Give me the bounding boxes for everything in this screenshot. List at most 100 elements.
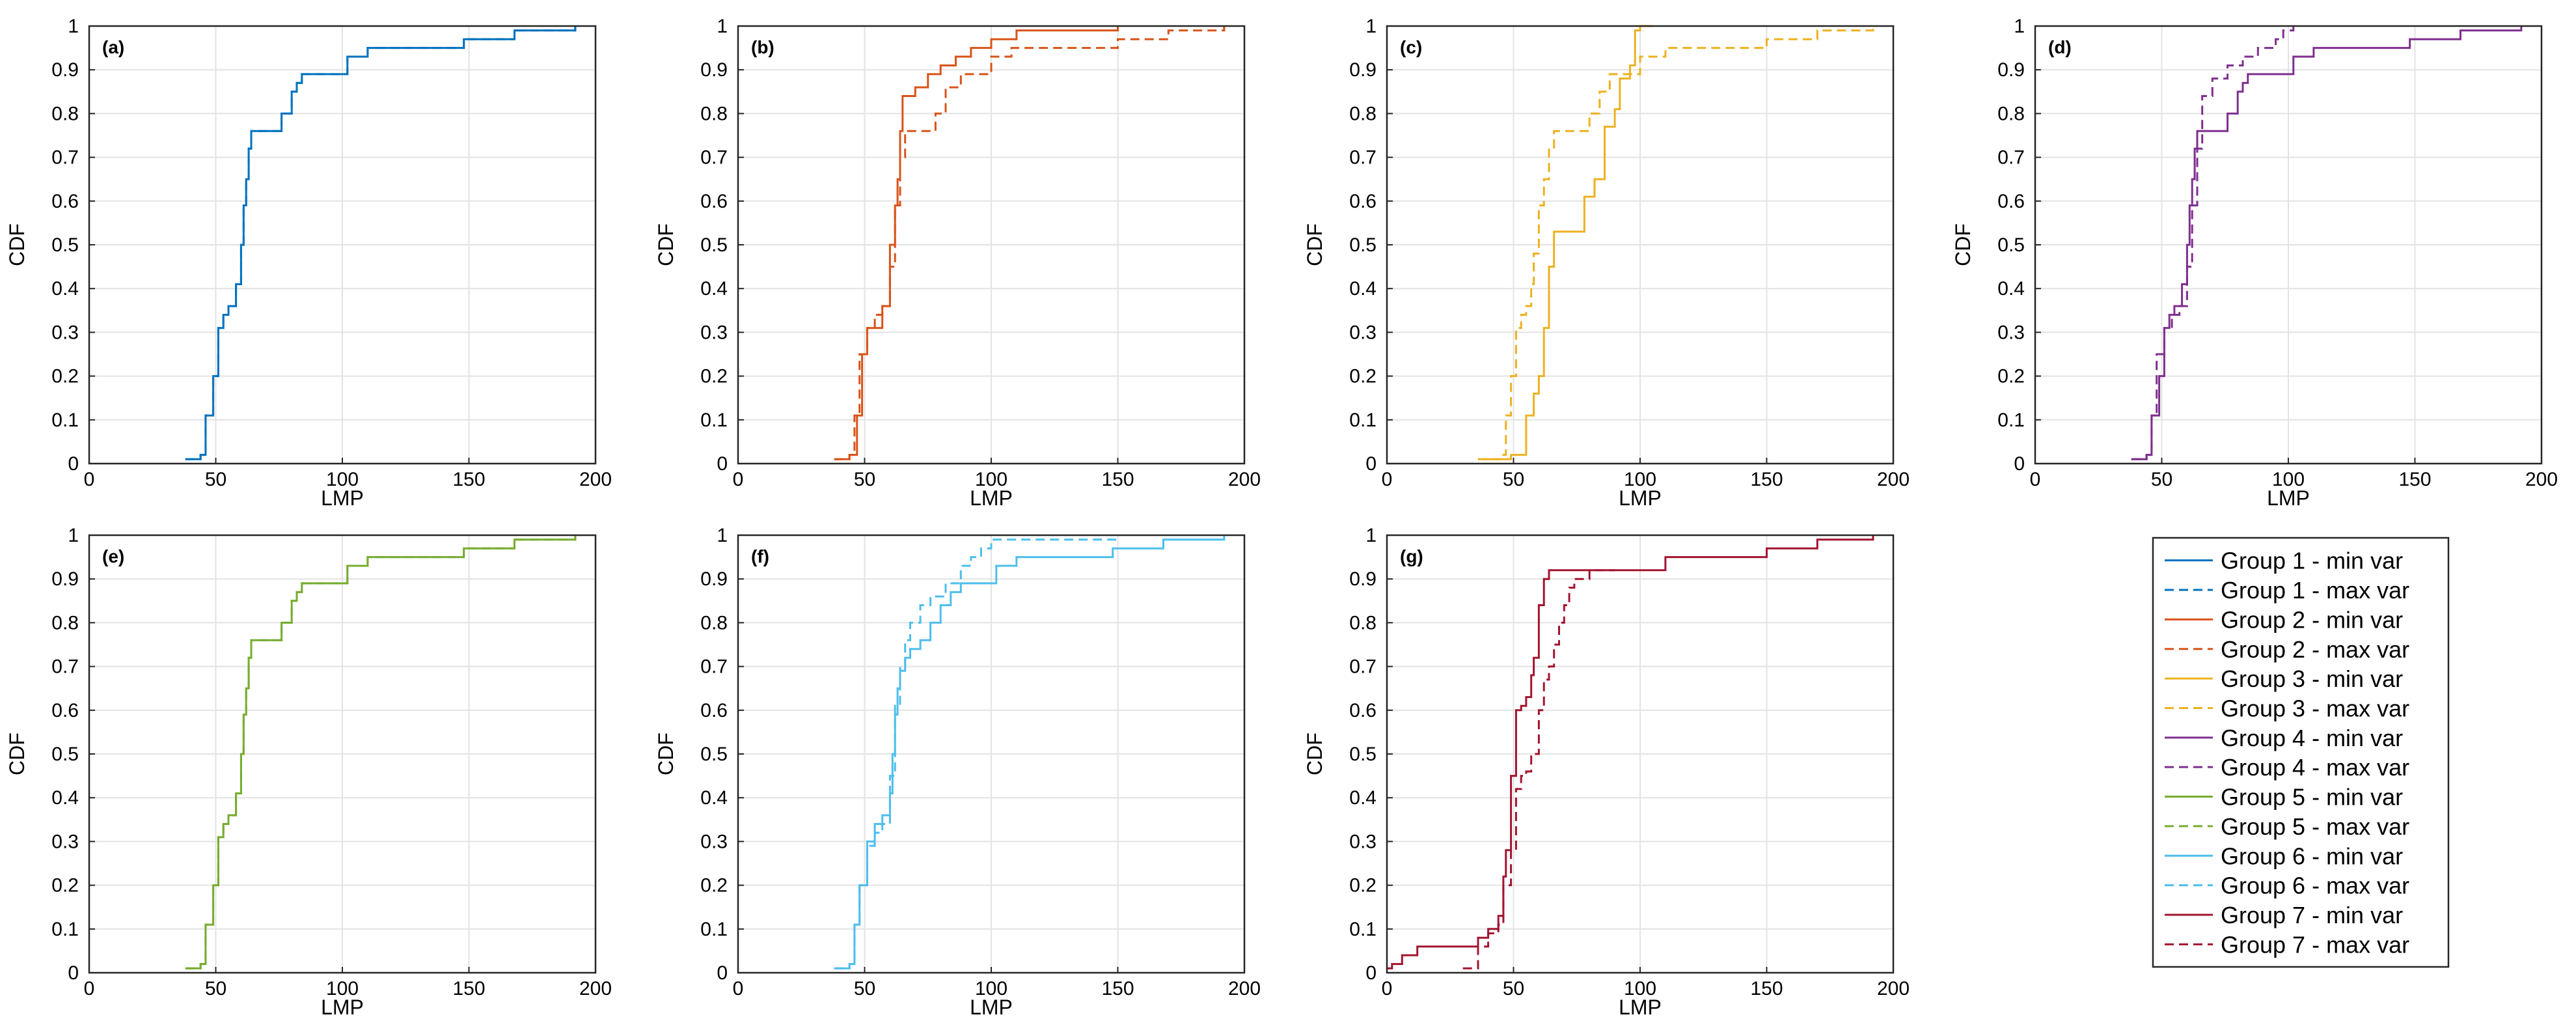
legend-label: Group 2 - max var bbox=[2221, 636, 2409, 663]
y-tick-label: 0.5 bbox=[700, 744, 728, 765]
x-axis-label: LMP bbox=[1619, 996, 1662, 1019]
series-line-group-5-max-var bbox=[185, 535, 577, 969]
y-tick-label: 0.9 bbox=[51, 568, 79, 590]
y-tick-label: 0 bbox=[68, 962, 79, 984]
x-tick-label: 100 bbox=[975, 469, 1007, 490]
y-tick-label: 0.2 bbox=[1349, 875, 1377, 897]
panel-g: 0 50 100 150 200 0 0.1 0.2 0.3 0.4 0.5 0.6 0.7 0.8 0.9… bbox=[1303, 525, 1910, 1019]
y-tick-label: 0.9 bbox=[700, 568, 728, 590]
x-tick-label: 150 bbox=[1750, 978, 1783, 999]
y-tick-label: 0.7 bbox=[700, 147, 728, 169]
y-tick-label: 0.5 bbox=[51, 234, 79, 256]
legend-item: Group 7 - max var bbox=[2165, 931, 2409, 958]
legend-item: Group 6 - max var bbox=[2165, 872, 2409, 899]
x-tick-label: 200 bbox=[579, 469, 612, 490]
series-line-group-2-max-var bbox=[834, 26, 1226, 460]
legend-label: Group 2 - min var bbox=[2221, 606, 2403, 633]
y-tick-label: 0.3 bbox=[1349, 831, 1377, 852]
panel-tag: (f) bbox=[751, 546, 769, 566]
y-tick-label: 0.6 bbox=[51, 700, 79, 721]
legend-item: Group 4 - min var bbox=[2165, 725, 2403, 751]
panel-e: 0 50 100 150 200 0 0.1 0.2 0.3 0.4 0.5 0.6 0.7 0.8 0.9… bbox=[5, 525, 612, 1019]
legend-item: Group 7 - min var bbox=[2165, 902, 2403, 928]
panel-tag: (g) bbox=[1400, 546, 1423, 566]
y-tick-label: 0.8 bbox=[51, 103, 79, 124]
legend-label: Group 4 - max var bbox=[2221, 754, 2409, 781]
legend-item: Group 5 - max var bbox=[2165, 813, 2409, 840]
y-axis-label: CDF bbox=[654, 732, 678, 775]
x-tick-label: 150 bbox=[2398, 469, 2431, 490]
y-tick-label: 0.9 bbox=[1349, 568, 1377, 590]
x-tick-label: 0 bbox=[1382, 469, 1393, 490]
y-tick-label: 0.6 bbox=[51, 191, 79, 212]
x-tick-label: 150 bbox=[1750, 469, 1783, 490]
y-tick-label: 0.2 bbox=[51, 366, 79, 387]
panel-d: 0 50 100 150 200 0 0.1 0.2 0.3 0.4 0.5 0.6 0.7 0.8 0.9… bbox=[1951, 16, 2558, 510]
x-tick-label: 200 bbox=[1228, 978, 1261, 999]
legend-item: Group 2 - min var bbox=[2165, 606, 2403, 633]
x-tick-label: 200 bbox=[579, 978, 612, 999]
y-tick-label: 0 bbox=[2014, 453, 2025, 475]
x-tick-label: 0 bbox=[2030, 469, 2041, 490]
x-tick-label: 100 bbox=[326, 469, 359, 490]
x-tick-label: 0 bbox=[1382, 978, 1393, 999]
y-tick-label: 0.1 bbox=[1349, 410, 1377, 431]
y-tick-label: 0.5 bbox=[1997, 234, 2025, 256]
y-tick-label: 0.9 bbox=[51, 59, 79, 81]
x-tick-label: 50 bbox=[1503, 978, 1524, 999]
legend-label: Group 6 - min var bbox=[2221, 843, 2403, 869]
x-tick-label: 200 bbox=[1877, 469, 1910, 490]
legend-label: Group 1 - max var bbox=[2221, 577, 2409, 604]
panel-tag: (a) bbox=[102, 37, 124, 57]
y-tick-label: 0.4 bbox=[51, 787, 79, 809]
y-tick-label: 0.5 bbox=[51, 744, 79, 765]
y-tick-label: 0.4 bbox=[1997, 278, 2025, 300]
y-tick-label: 0.5 bbox=[700, 234, 728, 256]
x-tick-label: 100 bbox=[326, 978, 359, 999]
panel-f: 0 50 100 150 200 0 0.1 0.2 0.3 0.4 0.5 0.6 0.7 0.8 0.9… bbox=[654, 525, 1261, 1019]
x-axis-label: LMP bbox=[970, 996, 1013, 1019]
y-tick-label: 0.1 bbox=[1997, 410, 2025, 431]
y-tick-label: 1 bbox=[68, 16, 79, 37]
panel-tag: (c) bbox=[1400, 37, 1422, 57]
y-tick-label: 0.9 bbox=[1349, 59, 1377, 81]
y-tick-label: 1 bbox=[1365, 16, 1377, 37]
y-tick-label: 0 bbox=[1365, 453, 1377, 475]
panel-tag: (b) bbox=[751, 37, 774, 57]
y-tick-label: 0.6 bbox=[1349, 191, 1377, 212]
series-line-group-1-max-var bbox=[185, 26, 577, 460]
y-tick-label: 0.3 bbox=[1349, 322, 1377, 343]
x-tick-label: 100 bbox=[2272, 469, 2305, 490]
legend-label: Group 7 - min var bbox=[2221, 902, 2403, 928]
y-tick-label: 0.8 bbox=[1997, 103, 2025, 124]
series-line-group-7-max-var bbox=[1462, 569, 1615, 969]
x-tick-label: 50 bbox=[2151, 469, 2172, 490]
y-tick-label: 0.7 bbox=[1997, 147, 2025, 169]
x-tick-label: 200 bbox=[2525, 469, 2558, 490]
legend-label: Group 7 - max var bbox=[2221, 931, 2409, 958]
y-tick-label: 1 bbox=[717, 16, 728, 37]
legend-item: Group 6 - min var bbox=[2165, 843, 2403, 869]
y-axis-label: CDF bbox=[5, 223, 29, 266]
legend-label: Group 1 - min var bbox=[2221, 548, 2403, 574]
y-tick-label: 0.8 bbox=[1349, 103, 1377, 124]
x-tick-label: 50 bbox=[854, 978, 875, 999]
y-tick-label: 0.3 bbox=[700, 322, 728, 343]
series-line-group-6-max-var bbox=[834, 535, 1119, 969]
legend-item: Group 2 - max var bbox=[2165, 636, 2409, 663]
legend-label: Group 3 - max var bbox=[2221, 695, 2409, 721]
x-tick-label: 0 bbox=[733, 978, 744, 999]
series-line-group-4-max-var bbox=[2131, 26, 2295, 460]
y-tick-label: 0.6 bbox=[700, 191, 728, 212]
x-tick-label: 100 bbox=[1624, 978, 1656, 999]
legend-item: Group 1 - max var bbox=[2165, 577, 2409, 604]
y-tick-label: 0.3 bbox=[51, 322, 79, 343]
y-tick-label: 0.4 bbox=[1349, 787, 1377, 809]
x-tick-label: 0 bbox=[84, 469, 95, 490]
y-tick-label: 0.1 bbox=[1349, 919, 1377, 940]
y-tick-label: 0.1 bbox=[700, 919, 728, 940]
x-tick-label: 200 bbox=[1228, 469, 1261, 490]
legend-item: Group 1 - min var bbox=[2165, 548, 2403, 574]
series-line-group-3-min-var bbox=[1483, 25, 1653, 460]
x-tick-label: 150 bbox=[452, 978, 485, 999]
